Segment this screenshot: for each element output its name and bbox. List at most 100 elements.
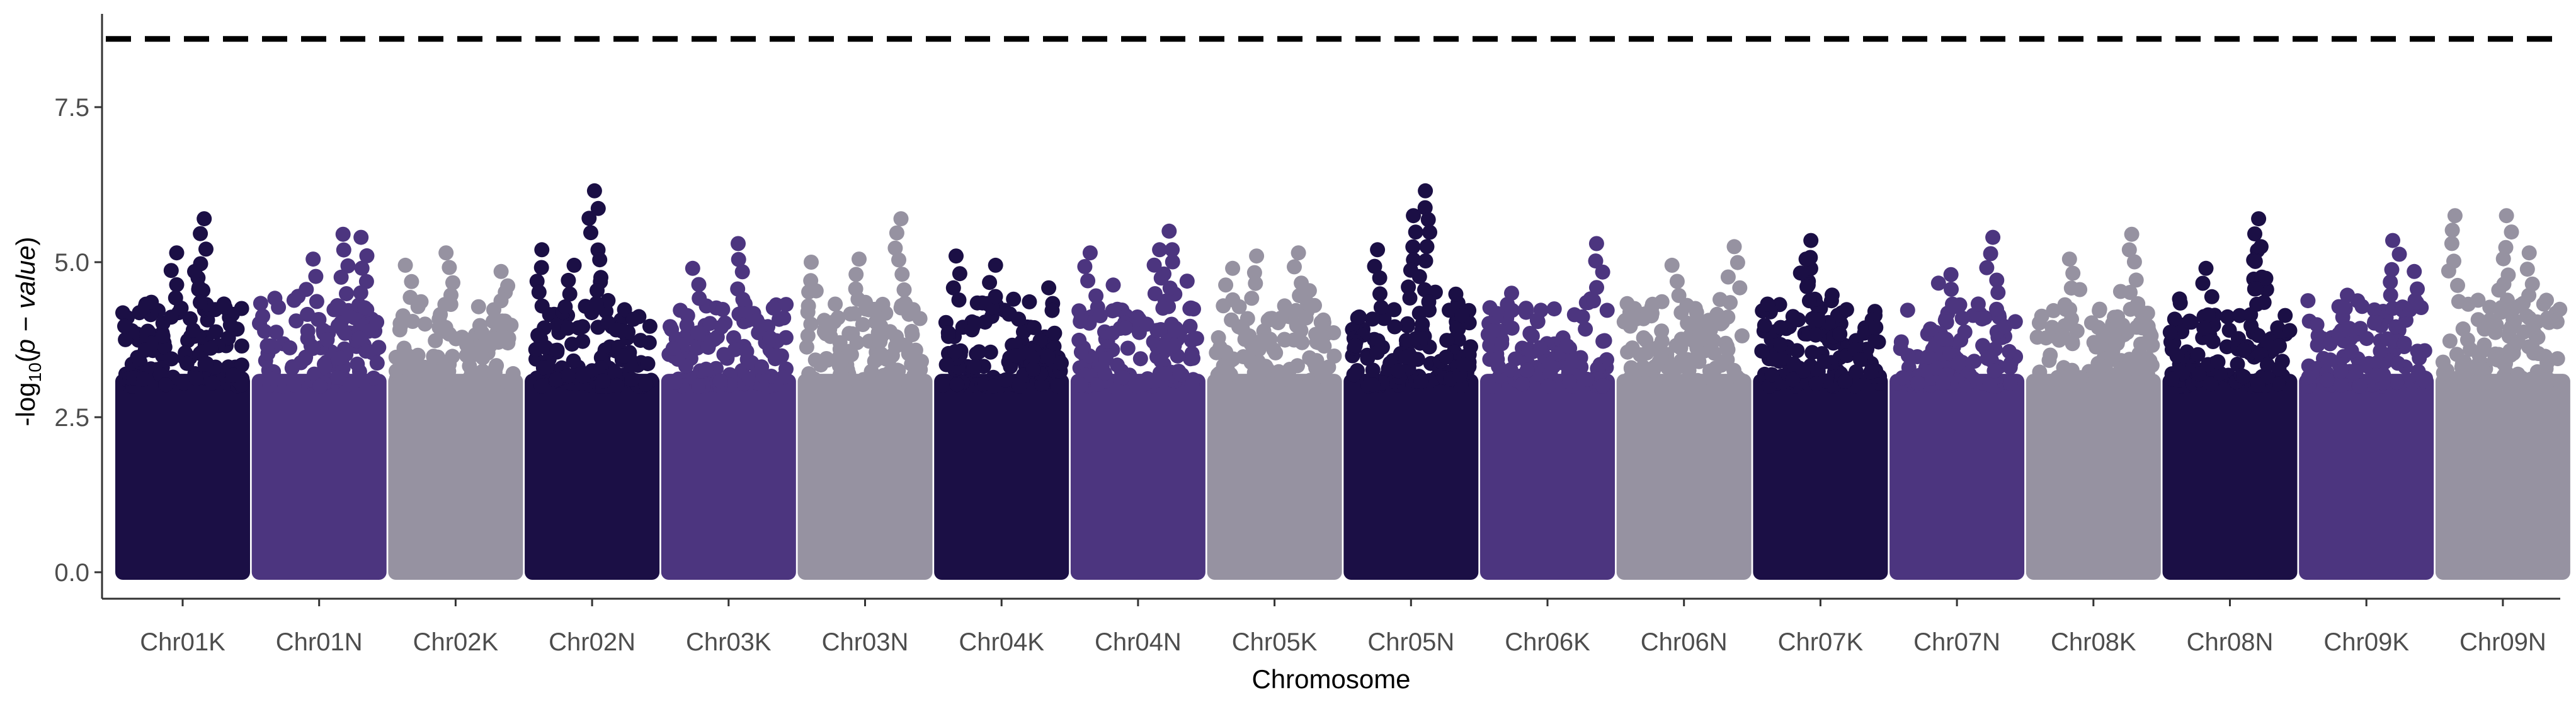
point: [1456, 357, 1471, 372]
point: [193, 294, 208, 310]
peak-point: [1985, 229, 2001, 245]
point: [1292, 288, 1308, 304]
point: [849, 335, 865, 350]
point: [982, 275, 998, 291]
point: [1209, 378, 1224, 393]
point: [848, 281, 863, 297]
point: [225, 367, 241, 383]
point: [1595, 378, 1610, 394]
point: [2049, 370, 2065, 385]
point: [2495, 251, 2511, 267]
point: [1720, 269, 1736, 285]
point: [1408, 224, 1423, 240]
point: [2550, 351, 2565, 367]
point: [1373, 299, 1389, 315]
point: [1868, 320, 1884, 335]
point: [735, 292, 751, 308]
peak-point: [1504, 285, 1519, 301]
point: [2505, 311, 2521, 327]
y-title-prefix: -log: [11, 382, 40, 426]
point: [665, 340, 681, 356]
point: [1954, 310, 1970, 326]
point: [2164, 371, 2180, 387]
point: [2488, 325, 2503, 340]
point: [2524, 371, 2539, 387]
point: [2309, 317, 2325, 333]
point: [2210, 354, 2226, 370]
point: [1147, 286, 1163, 301]
point: [312, 378, 328, 394]
point: [1286, 332, 1302, 348]
peak-point: [1664, 257, 1680, 273]
point: [1524, 328, 1540, 343]
dense-points-Chr08K: [2026, 374, 2161, 580]
point: [2335, 299, 2350, 314]
point: [2499, 292, 2515, 308]
chromosome-Chr04K-points: [934, 248, 1069, 580]
point: [168, 290, 183, 306]
peak-point: [566, 257, 582, 273]
point: [1306, 355, 1322, 371]
chromosome-Chr06N-points: [1616, 239, 1752, 580]
point: [179, 355, 195, 371]
point: [2451, 294, 2466, 309]
point: [557, 299, 573, 314]
point: [1410, 352, 1425, 367]
point: [1930, 275, 1946, 291]
point: [1494, 336, 1510, 352]
point: [2167, 311, 2182, 327]
point: [940, 325, 956, 340]
point: [1990, 285, 2006, 301]
point: [1578, 321, 1593, 337]
point: [1893, 334, 1909, 350]
point: [1709, 306, 1725, 322]
point: [300, 323, 316, 339]
point: [501, 374, 516, 389]
dense-points-Chr09N: [2435, 374, 2570, 580]
point: [1832, 326, 1848, 342]
peak-point: [2061, 251, 2077, 267]
point: [590, 200, 606, 216]
point: [1131, 325, 1147, 340]
point: [801, 298, 816, 314]
point: [1408, 331, 1423, 347]
point: [475, 350, 491, 366]
peak-point: [893, 211, 909, 227]
point: [1920, 349, 1936, 365]
point: [2032, 364, 2048, 380]
point: [1413, 374, 1429, 389]
point: [1244, 291, 1260, 306]
point: [2553, 377, 2569, 393]
point: [1853, 352, 1868, 368]
point: [1248, 275, 1263, 291]
point: [1165, 254, 1180, 270]
peak-point: [949, 248, 964, 264]
point: [2231, 308, 2247, 323]
x-tick-label: Chr04N: [1095, 628, 1182, 656]
point: [442, 260, 457, 275]
point: [1804, 345, 1820, 360]
point: [486, 331, 501, 347]
point: [1947, 299, 1963, 314]
point: [1989, 272, 2005, 288]
point: [1588, 253, 1604, 269]
peak-point: [2253, 239, 2269, 255]
point: [1867, 333, 1883, 349]
point: [998, 372, 1013, 388]
point: [884, 348, 900, 363]
point: [268, 325, 284, 340]
point: [2063, 280, 2079, 296]
point: [1225, 292, 1241, 308]
dense-points-Chr06K: [1480, 374, 1615, 580]
point: [395, 308, 411, 324]
point: [1706, 345, 1722, 361]
point: [2322, 336, 2338, 352]
point: [2247, 226, 2262, 242]
point: [1754, 343, 1770, 359]
point: [2271, 361, 2287, 376]
point: [2333, 377, 2349, 393]
point: [2380, 331, 2395, 347]
point: [2064, 311, 2079, 327]
point: [2444, 236, 2459, 251]
point: [1105, 277, 1121, 293]
